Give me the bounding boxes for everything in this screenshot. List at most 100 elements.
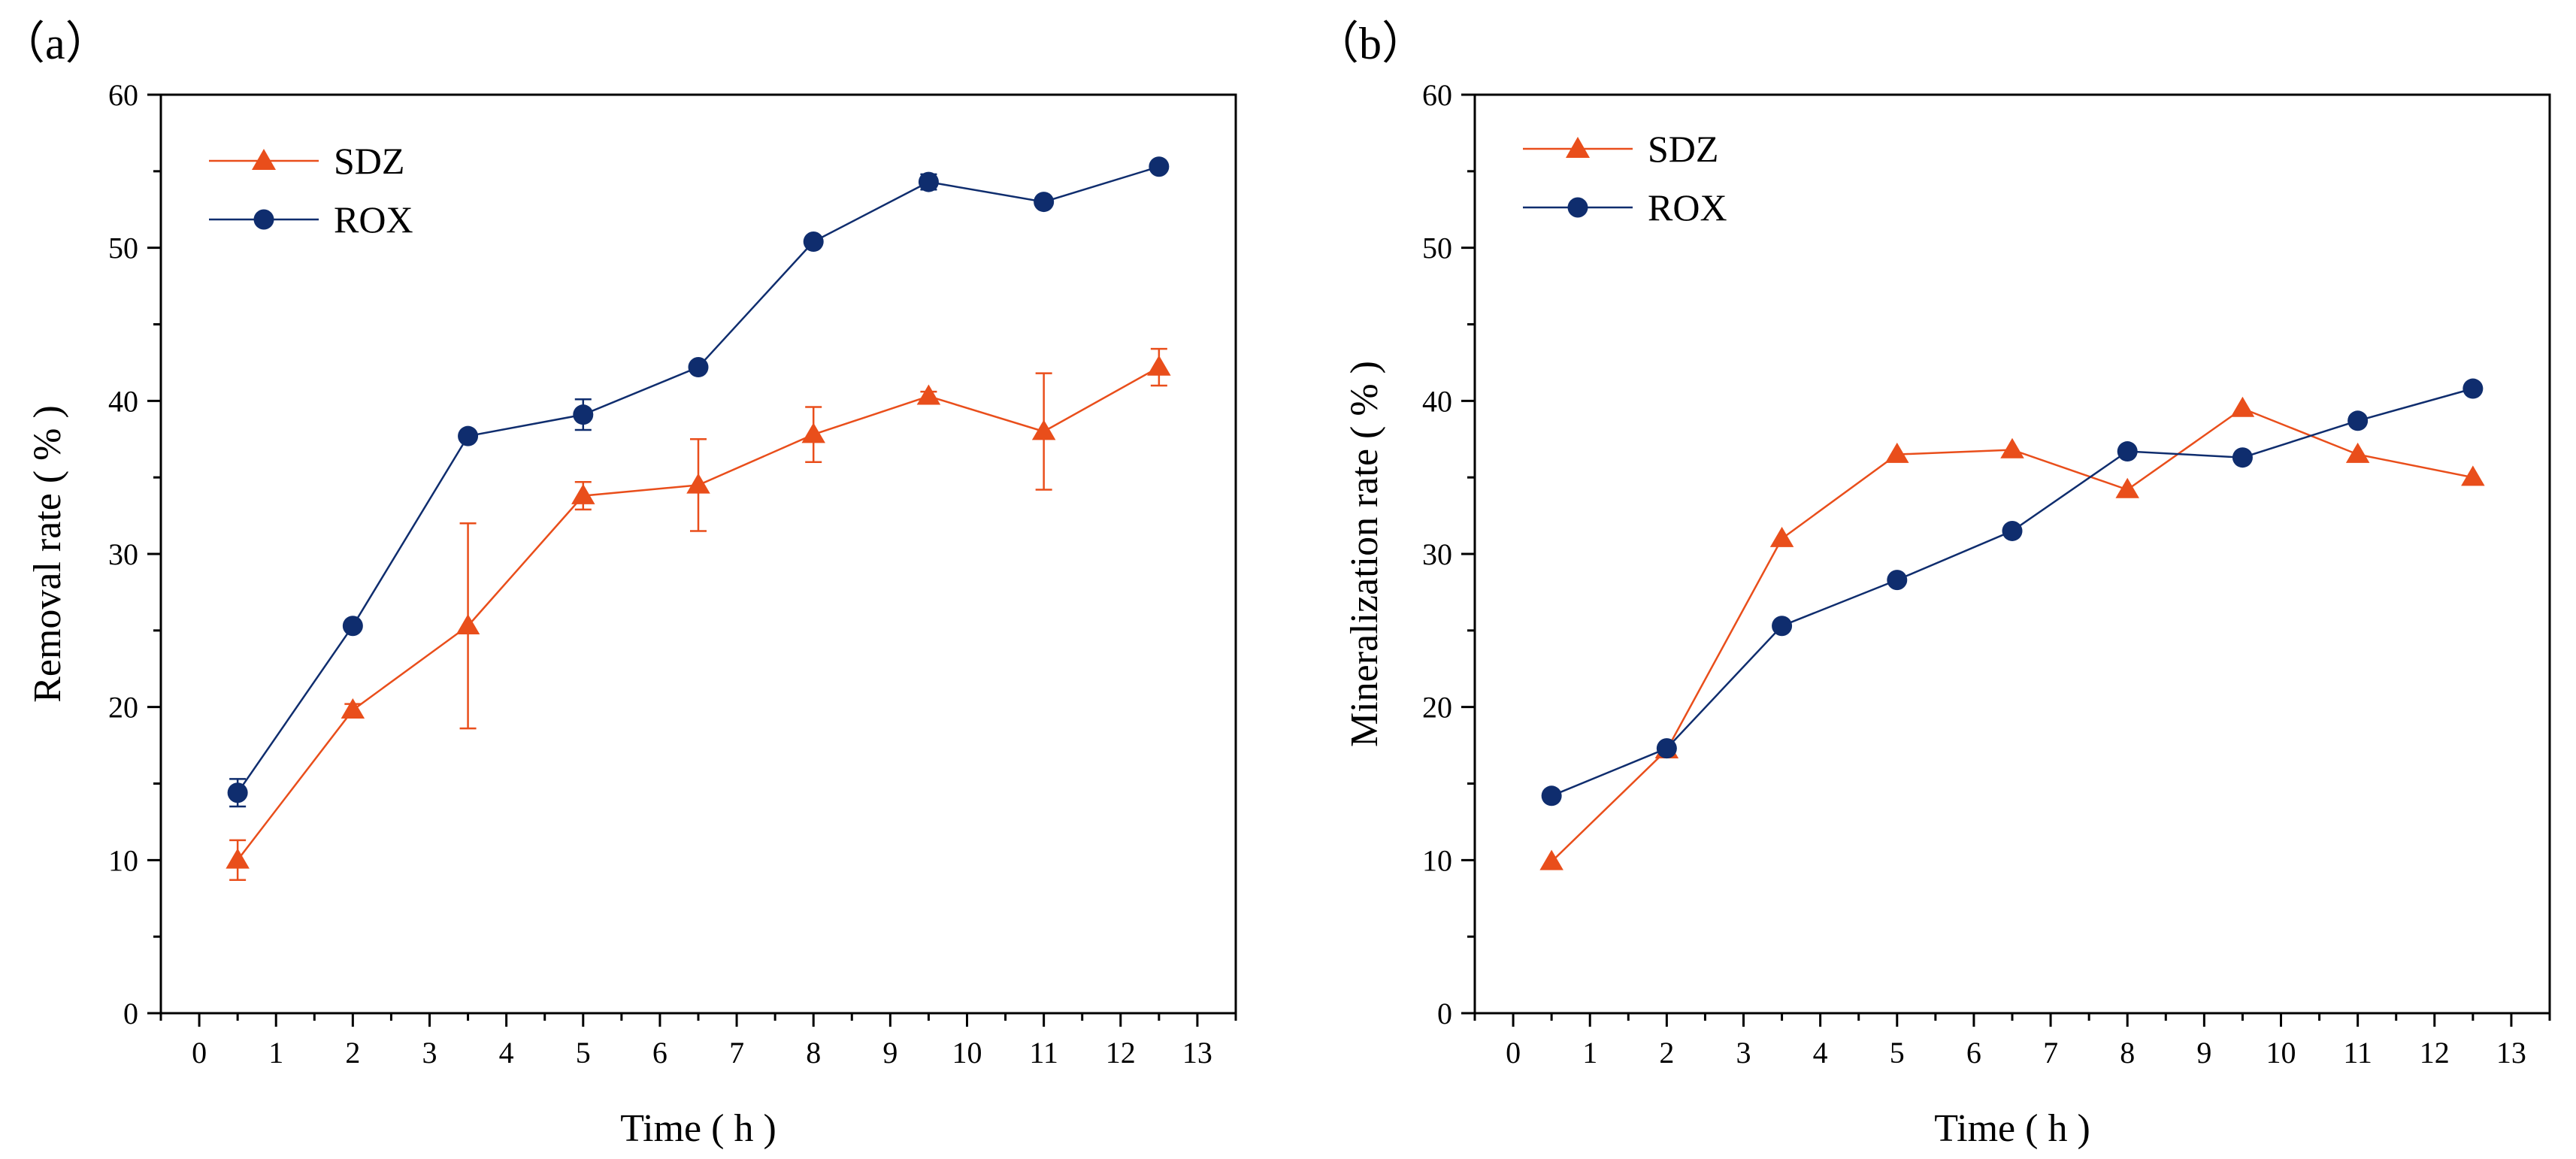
x-tick-label: 7 [2043, 1036, 2058, 1070]
series-rox [227, 156, 1170, 808]
y-tick-label: 50 [108, 231, 138, 265]
data-point-sdz [1769, 526, 1794, 547]
x-tick-label: 10 [952, 1036, 982, 1070]
x-tick-label: 5 [576, 1036, 591, 1070]
legend-label: SDZ [334, 140, 404, 182]
x-axis-title: Time ( h ) [620, 1107, 776, 1150]
legend-entry-rox: ROX [1523, 186, 1727, 228]
x-tick-label: 1 [268, 1036, 283, 1070]
legend-marker [1567, 197, 1588, 218]
data-point-sdz [2000, 437, 2024, 458]
x-tick-label: 4 [499, 1036, 514, 1070]
x-tick-label: 3 [1736, 1036, 1751, 1070]
data-point-sdz [456, 613, 480, 634]
x-tick-label: 1 [1582, 1036, 1597, 1070]
data-point-rox [342, 616, 363, 637]
y-tick-label: 40 [108, 384, 138, 418]
legend-marker [253, 209, 274, 230]
data-point-sdz [916, 384, 941, 405]
y-tick-label: 0 [1437, 997, 1452, 1030]
legend-label: ROX [1648, 186, 1727, 228]
data-point-sdz [341, 698, 365, 719]
x-tick-label: 11 [1029, 1036, 1058, 1070]
data-point-rox [227, 782, 248, 803]
x-tick-label: 9 [2196, 1036, 2211, 1070]
y-tick-label: 30 [108, 537, 138, 571]
x-tick-label: 2 [345, 1036, 360, 1070]
data-point-sdz [571, 483, 595, 504]
x-axis-title: Time ( h ) [1934, 1107, 2090, 1150]
x-tick-label: 12 [2420, 1036, 2450, 1070]
data-point-rox [1541, 785, 1562, 806]
legend-entry-sdz: SDZ [209, 140, 404, 182]
x-tick-label: 7 [729, 1036, 744, 1070]
data-point-rox [573, 404, 594, 425]
y-axis-title: Mineralization rate ( % ) [1343, 361, 1386, 747]
x-tick-label: 13 [2496, 1036, 2526, 1070]
x-tick-label: 4 [1813, 1036, 1828, 1070]
data-point-sdz [2345, 442, 2370, 463]
data-point-rox [1656, 738, 1677, 759]
x-tick-label: 8 [2120, 1036, 2135, 1070]
data-point-rox [2002, 520, 2023, 541]
data-point-rox [2117, 441, 2138, 462]
data-point-sdz [801, 422, 825, 443]
x-tick-label: 8 [806, 1036, 821, 1070]
data-point-rox [1034, 192, 1055, 213]
data-point-sdz [2461, 465, 2485, 486]
x-tick-label: 6 [652, 1036, 667, 1070]
panel-label: （b） [1314, 19, 1427, 68]
x-tick-label: 5 [1890, 1036, 1905, 1070]
x-tick-label: 10 [2266, 1036, 2296, 1070]
data-point-rox [803, 231, 824, 253]
y-tick-label: 50 [1422, 231, 1452, 265]
x-tick-label: 12 [1106, 1036, 1136, 1070]
plot-frame [1473, 93, 2551, 1015]
data-point-sdz [2230, 396, 2255, 417]
y-tick-label: 10 [108, 843, 138, 877]
data-point-sdz [1885, 442, 1909, 463]
y-tick-label: 10 [1422, 843, 1452, 877]
x-tick-label: 9 [882, 1036, 898, 1070]
y-tick-label: 0 [123, 997, 138, 1030]
y-tick-label: 30 [1422, 537, 1452, 571]
series-line-sdz [1551, 407, 2474, 863]
x-tick-label: 13 [1182, 1036, 1212, 1070]
data-point-rox [2347, 410, 2369, 431]
y-tick-label: 60 [108, 78, 138, 112]
legend-label: ROX [334, 198, 413, 241]
y-tick-label: 20 [1422, 691, 1452, 725]
series-sdz [226, 347, 1171, 882]
y-tick-label: 40 [1422, 384, 1452, 418]
legend-label: SDZ [1648, 128, 1718, 170]
data-point-rox [918, 171, 939, 192]
data-point-sdz [686, 473, 710, 494]
x-tick-label: 6 [1966, 1036, 1981, 1070]
series-rox [1541, 378, 2484, 806]
data-point-sdz [1031, 419, 1056, 440]
x-tick-label: 2 [1659, 1036, 1674, 1070]
data-point-rox [2232, 447, 2253, 468]
plot-frame [159, 93, 1237, 1015]
data-point-rox [1149, 156, 1170, 177]
y-axis-title: Removal rate ( % ) [26, 405, 69, 703]
panel-label: （a） [0, 19, 110, 68]
data-point-sdz [1539, 849, 1563, 870]
data-point-sdz [1147, 355, 1171, 376]
legend-entry-rox: ROX [209, 198, 413, 241]
y-tick-label: 60 [1422, 78, 1452, 112]
data-point-rox [458, 425, 479, 446]
data-point-rox [1772, 616, 1793, 637]
y-tick-label: 20 [108, 691, 138, 725]
data-point-sdz [2115, 477, 2139, 498]
legend-marker [1566, 137, 1590, 158]
series-sdz [1539, 396, 2485, 870]
x-tick-label: 3 [422, 1036, 437, 1070]
data-point-rox [1887, 570, 1908, 591]
x-tick-label: 0 [192, 1036, 207, 1070]
legend-marker [252, 149, 276, 170]
data-point-sdz [226, 848, 250, 869]
